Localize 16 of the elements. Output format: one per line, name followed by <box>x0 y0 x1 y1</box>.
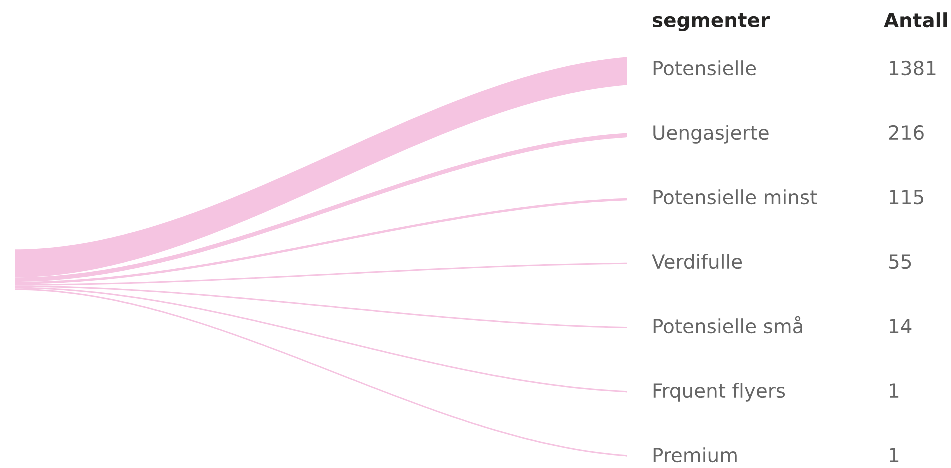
data-label: 1381 <box>890 60 936 76</box>
data-label: 115 <box>890 190 924 205</box>
category-label: Uengasjerte <box>654 125 769 144</box>
text: Antall <box>884 12 948 28</box>
data-label: 55 <box>890 254 912 270</box>
category-label: Premium <box>654 448 737 463</box>
category-label: Verdifulle <box>652 254 742 270</box>
category-label: Potensielle <box>654 60 756 76</box>
data-label: 216 <box>889 125 924 140</box>
category-label: Potensielle minst <box>654 190 818 205</box>
category-label: Potensielle små <box>654 316 802 334</box>
text: segmenter <box>653 14 770 32</box>
data-label: 1 <box>890 448 899 462</box>
category-label: Frquent flyers <box>654 383 786 402</box>
data-label: 1 <box>890 384 899 398</box>
data-label: 14 <box>890 319 912 334</box>
